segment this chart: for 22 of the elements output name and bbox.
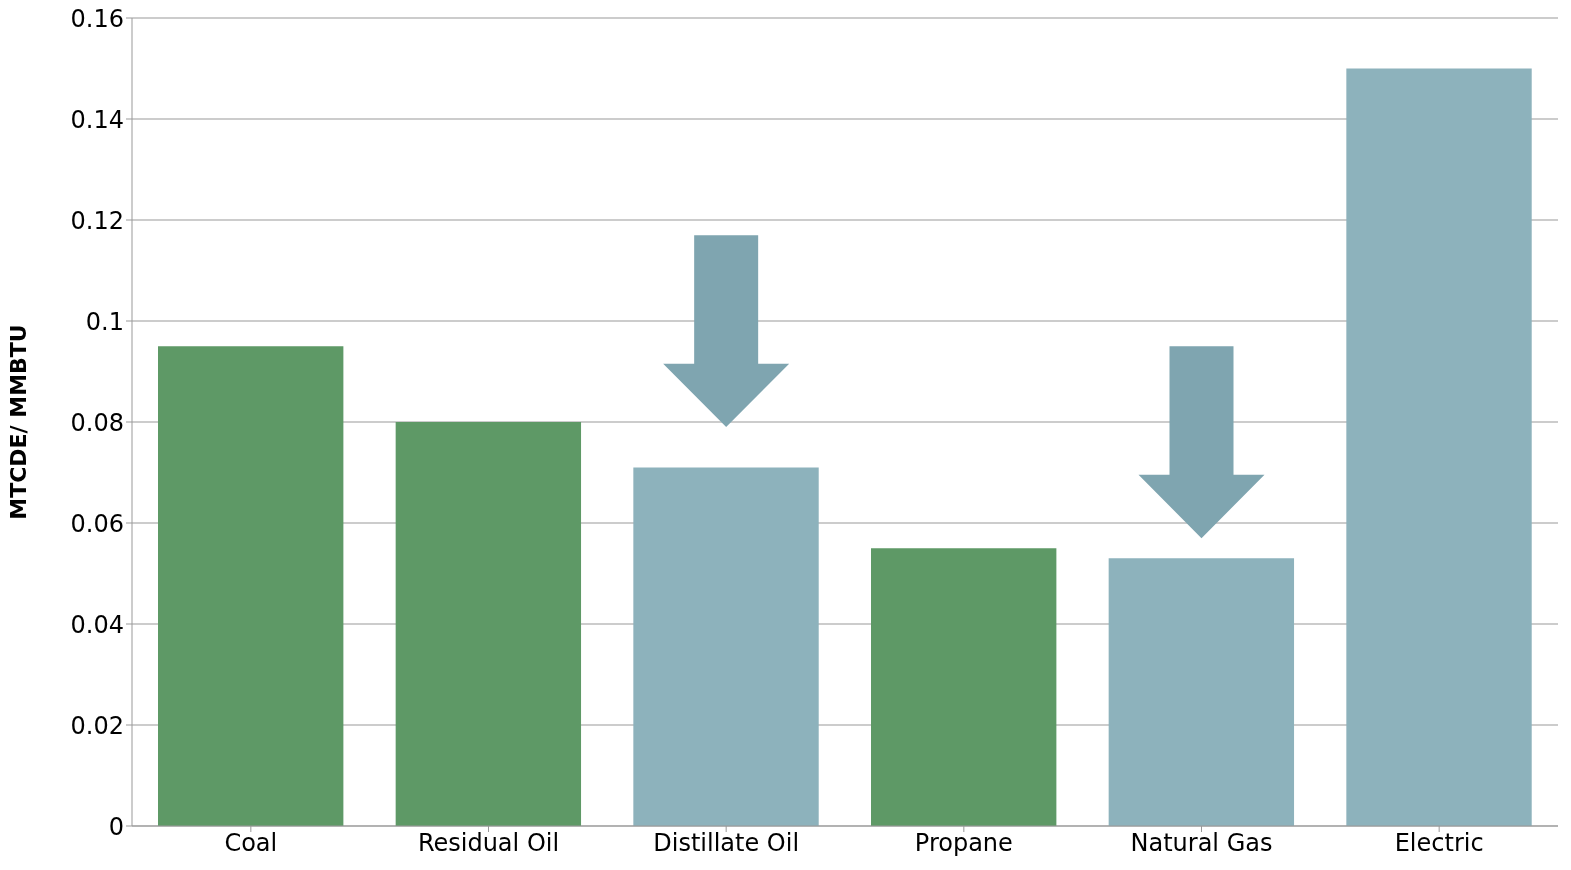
y-tick-label: 0.08 (70, 408, 124, 437)
bar (871, 548, 1057, 826)
y-tick-label: 0.02 (70, 711, 124, 740)
x-tick-label: Electric (1394, 829, 1484, 858)
y-tick-label: 0.16 (70, 4, 124, 33)
x-tick-label: Natural Gas (1130, 829, 1273, 858)
x-tick-label: Propane (914, 829, 1013, 858)
x-tick-label: Distillate Oil (653, 829, 800, 858)
y-tick-label: 0 (108, 812, 124, 841)
y-tick-label: 0.14 (70, 105, 124, 134)
bar (395, 422, 582, 826)
bar (633, 467, 819, 826)
y-axis-title: MTCDE/ MMBTU (5, 324, 31, 520)
bar (1108, 558, 1295, 826)
bar (1346, 68, 1532, 826)
y-tick-label: 0.1 (85, 307, 124, 336)
y-tick-label: 0.06 (70, 509, 124, 538)
bar (158, 346, 344, 826)
y-tick-label: 0.04 (70, 610, 124, 639)
y-tick-label: 0.12 (70, 206, 124, 235)
x-tick-label: Residual Oil (417, 829, 560, 858)
x-tick-label: Coal (224, 829, 278, 858)
